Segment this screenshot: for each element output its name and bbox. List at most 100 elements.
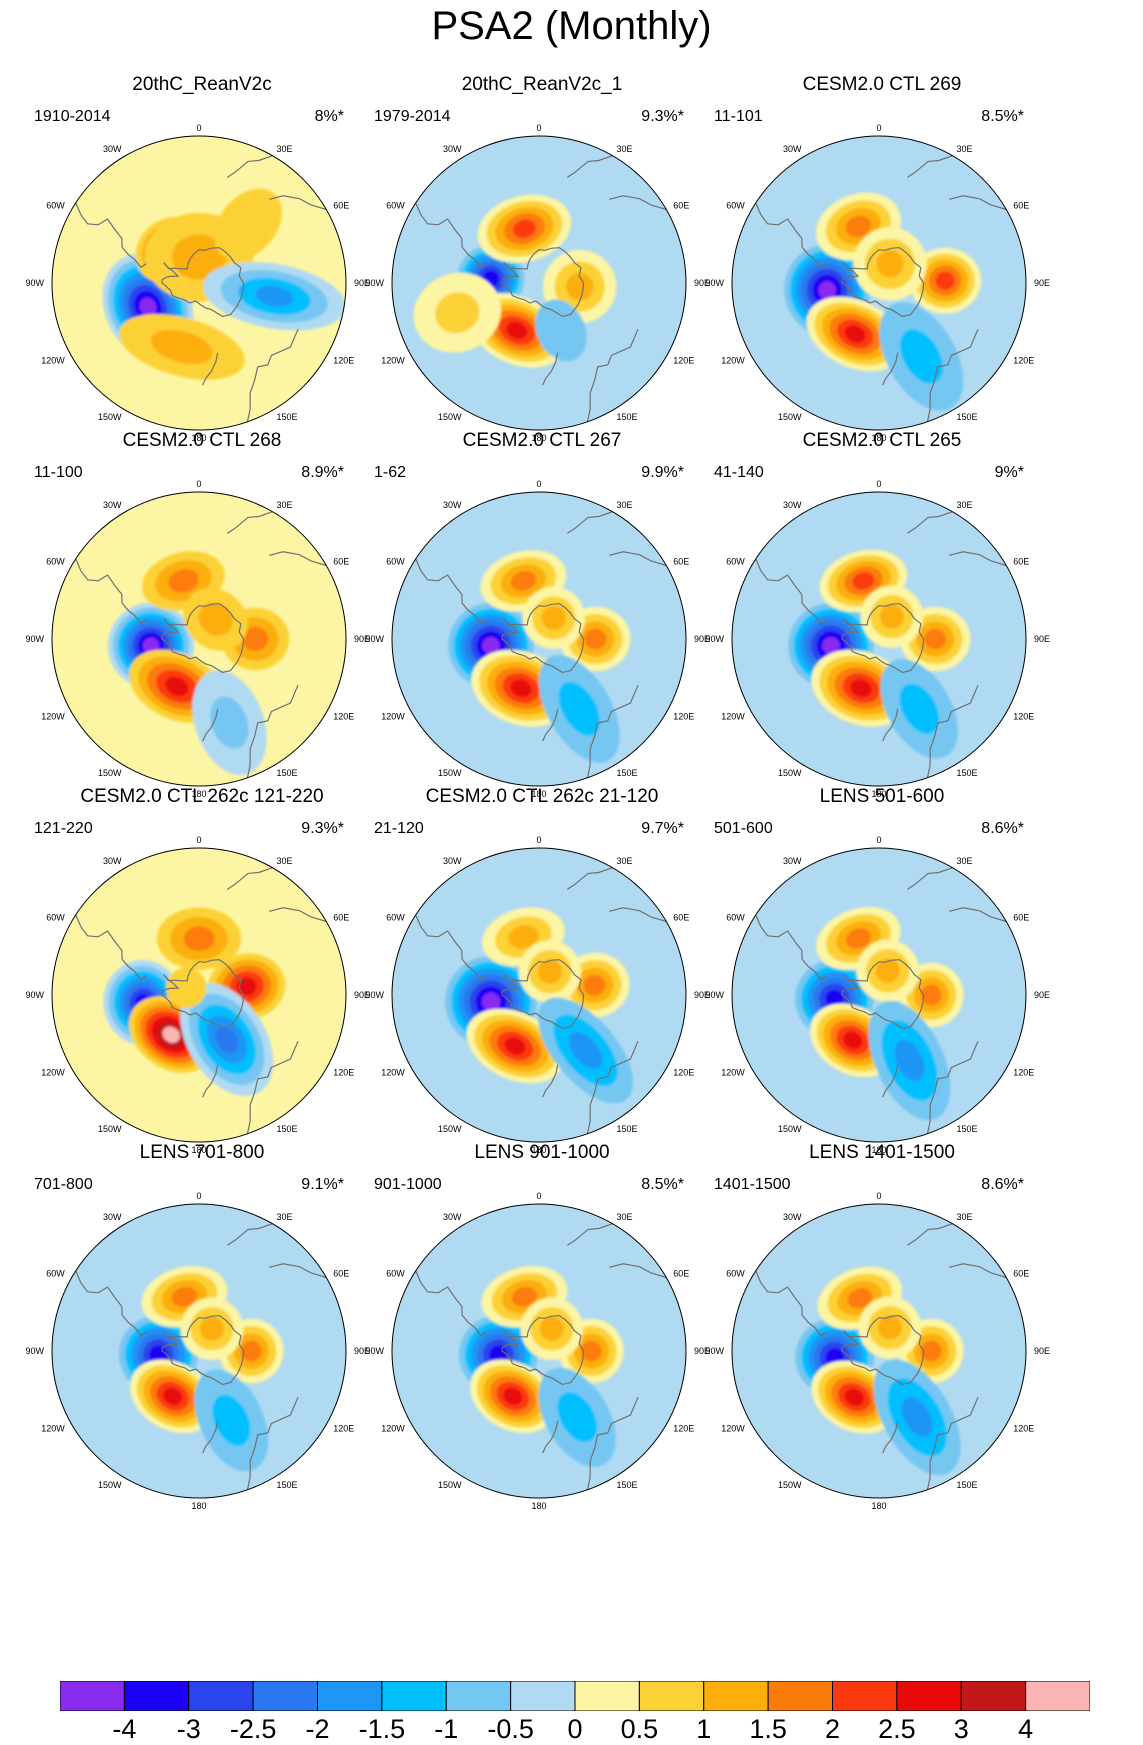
- coastline: [226, 848, 329, 890]
- longitude-label: 90W: [25, 278, 44, 288]
- longitude-label: 30W: [443, 856, 462, 866]
- coastline: [269, 1263, 327, 1279]
- anomaly-contour: [210, 696, 249, 749]
- colorbar-tick-label: 2.5: [878, 1714, 916, 1744]
- panel-years: 901-1000: [374, 1176, 442, 1193]
- longitude-label: 60E: [1013, 913, 1029, 923]
- longitude-label: 30E: [617, 1212, 633, 1222]
- coastline: [585, 1040, 639, 1142]
- anomaly-contour: [843, 1031, 863, 1050]
- anomaly-contour: [535, 299, 587, 362]
- coastline: [906, 1204, 1009, 1246]
- longitude-label: 60W: [46, 1269, 65, 1279]
- anomaly-contour: [481, 992, 501, 1011]
- coastline: [501, 247, 585, 318]
- panel-title: LENS 501-600: [819, 786, 945, 807]
- coastline: [585, 328, 639, 430]
- longitude-label: 30E: [957, 1212, 973, 1222]
- anomaly-contour: [879, 604, 904, 629]
- coastline: [202, 708, 219, 742]
- longitude-label: 30W: [103, 856, 122, 866]
- anomaly-contour: [558, 681, 600, 736]
- anomaly-contour: [541, 605, 566, 630]
- longitude-label: 180: [191, 1145, 206, 1155]
- anomaly-contour: [489, 1345, 508, 1364]
- coastline: [245, 1396, 299, 1498]
- anomaly-contour: [539, 1316, 564, 1341]
- longitude-label: 150W: [438, 1124, 462, 1134]
- longitude-label: 180: [191, 433, 206, 443]
- polar-map: 0 30E 60E 90E 120E 150E 180 150W 120W 90W 60W 30W: [25, 123, 370, 443]
- chart-title: PSA2 (Monthly): [431, 4, 712, 48]
- colorbar: [60, 1681, 1090, 1711]
- longitude-label: 90W: [705, 634, 724, 644]
- longitude-label: 120W: [721, 356, 745, 366]
- polar-map: 0 30E 60E 90E 120E 150E 180 150W 120W 90W 60W 30W: [365, 835, 710, 1155]
- anomaly-contour: [876, 250, 904, 278]
- map-border: [731, 847, 1027, 1143]
- longitude-label: 120E: [333, 712, 354, 722]
- longitude-label: 30W: [443, 144, 462, 154]
- longitude-label: 90W: [365, 278, 384, 288]
- map-border: [51, 847, 347, 1143]
- longitude-label: 120W: [41, 1068, 65, 1078]
- longitude-label: 0: [536, 123, 541, 133]
- longitude-label: 60E: [1013, 557, 1029, 567]
- longitude-label: 120E: [673, 712, 694, 722]
- coastline: [906, 848, 1009, 890]
- coastline: [906, 136, 1009, 178]
- longitude-label: 90W: [25, 1346, 44, 1356]
- longitude-label: 60W: [726, 1269, 745, 1279]
- longitude-label: 120E: [333, 1424, 354, 1434]
- coastline: [841, 1315, 925, 1386]
- longitude-label: 30W: [443, 500, 462, 510]
- anomaly-contour: [847, 1288, 873, 1309]
- anomaly-contour: [255, 285, 294, 307]
- longitude-label: 90W: [365, 634, 384, 644]
- coastline: [269, 907, 327, 923]
- coastline: [245, 328, 299, 430]
- longitude-label: 120E: [1013, 1424, 1034, 1434]
- longitude-label: 90E: [1034, 1346, 1050, 1356]
- coastline: [841, 247, 925, 318]
- map-border: [51, 491, 347, 787]
- longitude-label: 180: [871, 1145, 886, 1155]
- longitude-label: 150W: [438, 768, 462, 778]
- longitude-label: 0: [196, 835, 201, 845]
- map-border: [391, 491, 687, 787]
- panel-years: 11-101: [714, 108, 763, 125]
- coastline: [566, 492, 669, 534]
- longitude-label: 30W: [783, 144, 802, 154]
- longitude-label: 90E: [354, 1346, 370, 1356]
- anomaly-contour: [510, 679, 532, 698]
- colorbar-tick-label: 4: [1018, 1714, 1034, 1744]
- longitude-label: 120W: [381, 1424, 405, 1434]
- map-border: [391, 135, 687, 431]
- coastline: [226, 492, 329, 534]
- panel-variance-pct: 9%*: [994, 464, 1024, 481]
- anomaly-contour: [568, 1031, 603, 1069]
- longitude-label: 30W: [103, 1212, 122, 1222]
- panel-title: CESM2.0 CTL 262c 21-120: [425, 786, 659, 807]
- panel-title: LENS 701-800: [139, 1142, 265, 1163]
- panel-title: LENS 901-1000: [474, 1142, 610, 1163]
- colorbar-tick-label: 0.5: [620, 1714, 659, 1744]
- panel-title: CESM2.0 CTL 267: [462, 430, 622, 451]
- longitude-label: 150E: [277, 412, 298, 422]
- coastline: [501, 603, 585, 674]
- anomaly-contour: [844, 1388, 865, 1406]
- coastline: [245, 1040, 299, 1142]
- longitude-label: 180: [531, 433, 546, 443]
- panel-variance-pct: 8%*: [314, 108, 344, 125]
- anomaly-contour: [825, 989, 844, 1008]
- coastline: [949, 551, 1007, 567]
- panel-variance-pct: 9.3%*: [641, 108, 684, 125]
- polar-map: 0 30E 60E 90E 120E 150E 180 150W 120W 90W 60W 30W: [705, 1191, 1050, 1511]
- panel-variance-pct: 8.5%*: [981, 108, 1024, 125]
- colorbar-swatch: [1025, 1681, 1090, 1711]
- longitude-label: 180: [191, 1501, 206, 1511]
- longitude-label: 120W: [41, 712, 65, 722]
- longitude-label: 90E: [1034, 990, 1050, 1000]
- anomaly-contour: [242, 626, 269, 652]
- longitude-label: 90W: [705, 1346, 724, 1356]
